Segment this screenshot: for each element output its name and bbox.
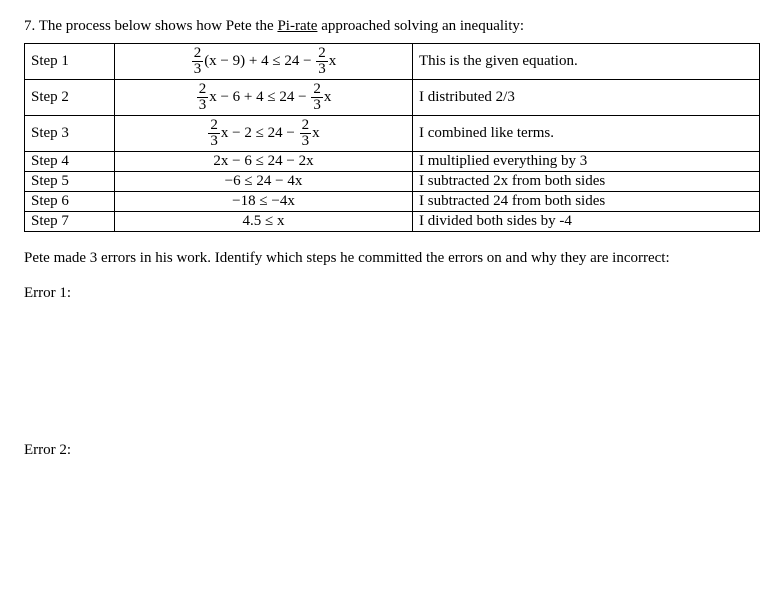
step-explanation-cell: I distributed 2/3 — [413, 80, 760, 116]
fraction-numerator: 2 — [208, 118, 220, 133]
question-text-after: approached solving an inequality: — [317, 18, 524, 34]
fraction: 23 — [316, 46, 328, 77]
step-expression-cell: 23x − 2 ≤ 24 − 23x — [115, 116, 413, 152]
table-row: Step 5−6 ≤ 24 − 4xI subtracted 2x from b… — [25, 172, 760, 192]
step-expression-cell: 23(x − 9) + 4 ≤ 24 − 23x — [115, 44, 413, 80]
fraction-numerator: 2 — [316, 46, 328, 61]
step-label-cell: Step 4 — [25, 152, 115, 172]
question-text-before: The process below shows how Pete the — [39, 18, 278, 34]
step-label-cell: Step 6 — [25, 192, 115, 212]
question-number: 7. — [24, 18, 35, 34]
step-explanation-cell: I combined like terms. — [413, 116, 760, 152]
fraction: 23 — [192, 46, 204, 77]
error-1-label: Error 1: — [24, 285, 760, 302]
error-2-label: Error 2: — [24, 442, 760, 459]
fraction-denominator: 3 — [311, 97, 323, 113]
table-row: Step 223x − 6 + 4 ≤ 24 − 23xI distribute… — [25, 80, 760, 116]
fraction-denominator: 3 — [208, 133, 220, 149]
step-label-cell: Step 1 — [25, 44, 115, 80]
step-explanation-cell: I subtracted 24 from both sides — [413, 192, 760, 212]
step-expression-cell: −6 ≤ 24 − 4x — [115, 172, 413, 192]
step-label-cell: Step 7 — [25, 212, 115, 232]
fraction-numerator: 2 — [197, 82, 209, 97]
table-row: Step 123(x − 9) + 4 ≤ 24 − 23xThis is th… — [25, 44, 760, 80]
step-expression-cell: 2x − 6 ≤ 24 − 2x — [115, 152, 413, 172]
step-explanation-cell: This is the given equation. — [413, 44, 760, 80]
fraction-denominator: 3 — [316, 61, 328, 77]
step-label-cell: Step 5 — [25, 172, 115, 192]
fraction: 23 — [197, 82, 209, 113]
table-row: Step 42x − 6 ≤ 24 − 2xI multiplied every… — [25, 152, 760, 172]
table-row: Step 74.5 ≤ xI divided both sides by -4 — [25, 212, 760, 232]
table-row: Step 6−18 ≤ −4xI subtracted 24 from both… — [25, 192, 760, 212]
step-label-cell: Step 2 — [25, 80, 115, 116]
table-row: Step 323x − 2 ≤ 24 − 23xI combined like … — [25, 116, 760, 152]
fraction: 23 — [311, 82, 323, 113]
instruction-text: Pete made 3 errors in his work. Identify… — [24, 250, 760, 267]
step-explanation-cell: I multiplied everything by 3 — [413, 152, 760, 172]
question-prompt: 7. The process below shows how Pete the … — [24, 18, 760, 35]
step-expression-cell: 4.5 ≤ x — [115, 212, 413, 232]
fraction-denominator: 3 — [197, 97, 209, 113]
fraction-denominator: 3 — [300, 133, 312, 149]
fraction: 23 — [300, 118, 312, 149]
work-table: Step 123(x − 9) + 4 ≤ 24 − 23xThis is th… — [24, 43, 760, 232]
question-underlined: Pi-rate — [277, 18, 317, 34]
step-expression-cell: 23x − 6 + 4 ≤ 24 − 23x — [115, 80, 413, 116]
step-expression-cell: −18 ≤ −4x — [115, 192, 413, 212]
step-label-cell: Step 3 — [25, 116, 115, 152]
fraction-numerator: 2 — [192, 46, 204, 61]
step-explanation-cell: I divided both sides by -4 — [413, 212, 760, 232]
fraction: 23 — [208, 118, 220, 149]
fraction-numerator: 2 — [300, 118, 312, 133]
fraction-numerator: 2 — [311, 82, 323, 97]
step-explanation-cell: I subtracted 2x from both sides — [413, 172, 760, 192]
fraction-denominator: 3 — [192, 61, 204, 77]
